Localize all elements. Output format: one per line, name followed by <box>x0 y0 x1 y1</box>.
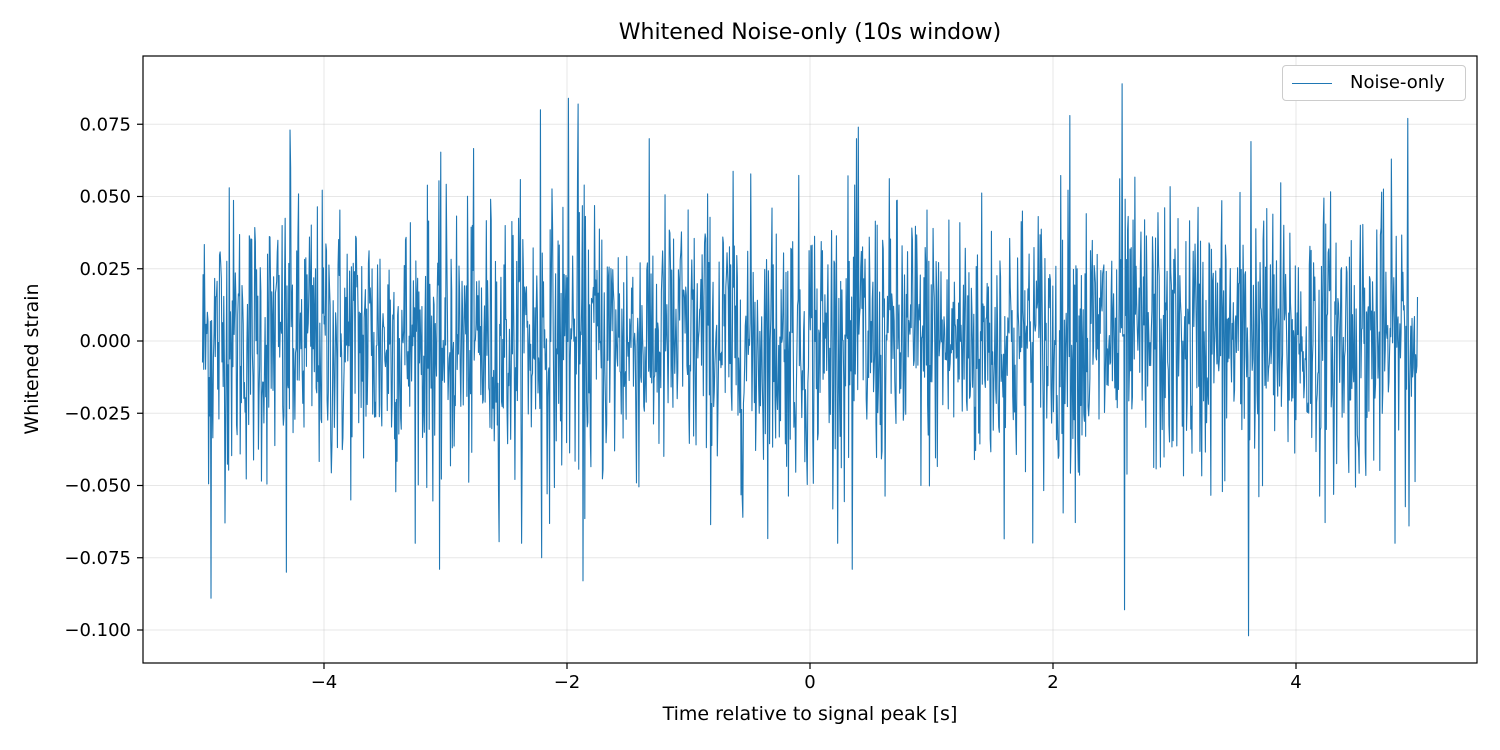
x-tick-label: 4 <box>1290 672 1301 693</box>
y-tick-label: 0.000 <box>79 331 131 352</box>
x-axis-ticks: −4 −2 0 2 4 <box>311 663 1302 693</box>
series-layer <box>201 83 1419 637</box>
y-axis-ticks: −0.100 −0.075 −0.050 −0.025 0.000 0.025 0.050 0… <box>64 114 143 641</box>
x-tick-label: 2 <box>1047 672 1058 693</box>
y-tick-label: 0.025 <box>79 259 131 280</box>
y-tick-label: −0.025 <box>64 403 131 424</box>
y-tick-label: −0.100 <box>64 620 131 641</box>
x-tick-label: −4 <box>311 672 338 693</box>
legend-swatch-noise-only <box>1292 83 1332 84</box>
grid-lines <box>143 56 1477 663</box>
x-axis-label: Time relative to signal peak [s] <box>662 703 958 725</box>
legend: Noise-only <box>1282 65 1466 101</box>
legend-label-noise-only: Noise-only <box>1350 72 1445 93</box>
series-line-noise-only <box>201 83 1419 637</box>
y-axis-label: Whitened strain <box>21 283 43 435</box>
y-tick-label: 0.075 <box>79 114 131 135</box>
x-tick-label: −2 <box>554 672 581 693</box>
y-tick-label: −0.075 <box>64 548 131 569</box>
y-tick-label: −0.050 <box>64 476 131 497</box>
chart-title: Whitened Noise-only (10s window) <box>618 20 1002 45</box>
y-tick-label: 0.050 <box>79 187 131 208</box>
x-tick-label: 0 <box>804 672 815 693</box>
